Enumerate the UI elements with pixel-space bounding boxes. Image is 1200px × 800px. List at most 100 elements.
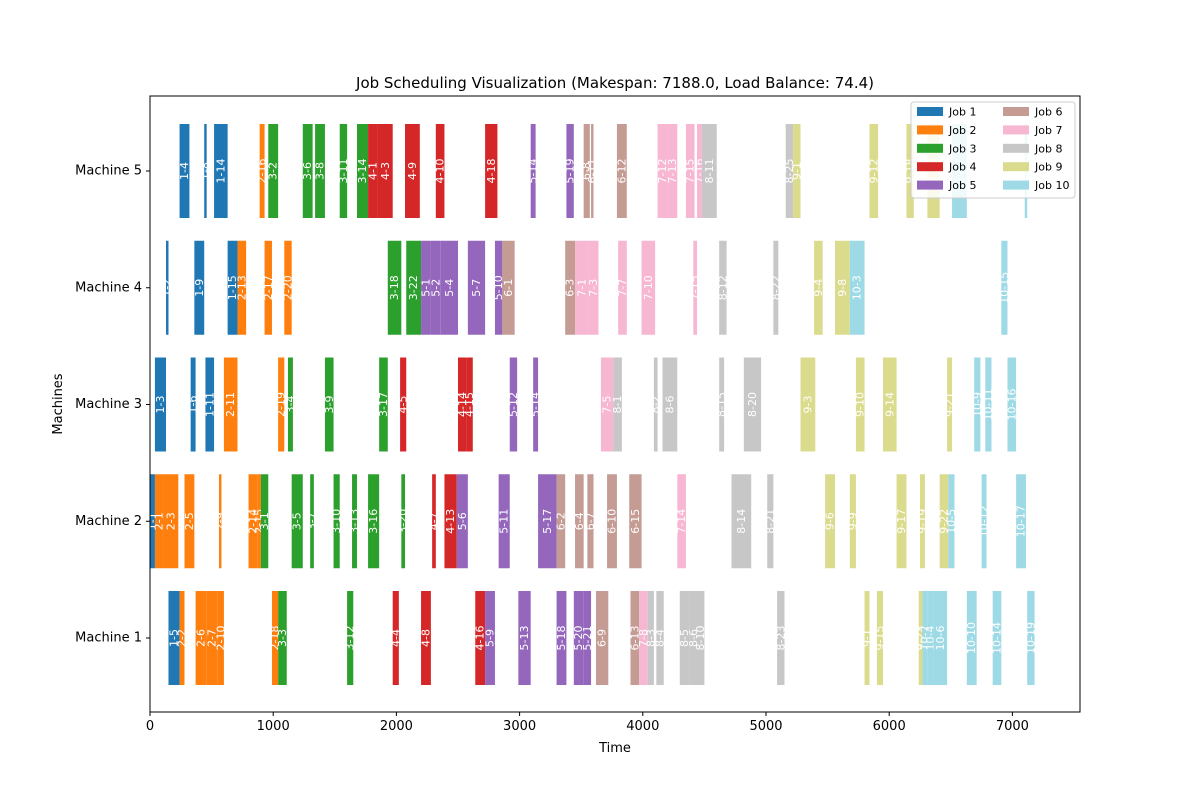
task-label: 9-17 (895, 509, 908, 534)
legend-label: Job 7 (1034, 124, 1062, 137)
task-bar (834, 240, 850, 335)
task-bar (154, 474, 164, 569)
task-bar (719, 240, 727, 335)
task-bar (876, 591, 884, 685)
task-bar (530, 124, 536, 218)
task-bar (697, 591, 705, 685)
task-label: 5-13 (518, 626, 531, 651)
task-label: 6-12 (615, 159, 628, 184)
task-label: 2-1 (153, 512, 166, 530)
task-label: 8-23 (774, 626, 787, 651)
task-label: 6-2 (554, 512, 567, 530)
task-label: 8-10 (694, 626, 707, 651)
task-bar (985, 357, 992, 452)
task-label: 4-1 (366, 162, 379, 180)
task-label: 6-7 (584, 512, 597, 530)
legend-label: Job 8 (1034, 142, 1062, 155)
task-label: 3-4 (284, 396, 297, 414)
task-label: 8-4 (654, 629, 667, 647)
task-label: 3-8 (314, 162, 327, 180)
task-label: 10-5 (945, 509, 958, 534)
y-axis: Machine 1 Machine 2 Machine 3 Machine 4 Mach… (75, 164, 150, 646)
task-bar (922, 591, 928, 685)
y-tick-label: Machine 2 (75, 514, 142, 529)
task-bar (168, 591, 180, 685)
task-label: 3-17 (377, 392, 390, 417)
task-bar (685, 124, 695, 218)
task-bar (368, 474, 380, 569)
task-bar (458, 357, 467, 452)
task-bar (302, 124, 313, 218)
task-bar (379, 357, 388, 452)
task-label: 8-11 (703, 159, 716, 184)
task-bar (785, 124, 794, 218)
x-tick-label: 0 (146, 719, 154, 734)
task-label: 5-2 (429, 279, 442, 297)
task-bar (896, 474, 907, 569)
task-label: 1-11 (203, 392, 216, 417)
task-label: 10-10 (965, 622, 978, 654)
task-bar (195, 591, 207, 685)
task-bar (163, 474, 179, 569)
task-bar (639, 591, 648, 685)
task-bar (731, 474, 752, 569)
task-label: 2-9 (214, 512, 227, 530)
task-bar (268, 124, 279, 218)
task-bar (179, 124, 190, 218)
task-bar (518, 591, 531, 685)
task-label: 4-4 (389, 629, 402, 647)
task-label: 10-19 (1024, 622, 1037, 654)
task-bar (657, 124, 668, 218)
task-label: 4-7 (427, 512, 440, 530)
task-label: 4-13 (444, 509, 457, 534)
task-label: 1-2 (161, 279, 174, 297)
task-bar (667, 124, 678, 218)
task-bar (271, 591, 279, 685)
task-bar (432, 474, 436, 569)
task-label: 2-10 (214, 626, 227, 651)
task-label: 9-3 (801, 396, 814, 414)
legend: Job 1 Job 2 Job 3 Job 4 Job 5 Job 6 Job 7 Job 8… (910, 101, 1076, 199)
task-label: 2-14 (246, 509, 259, 534)
task-bar (689, 591, 698, 685)
task-label: 5-11 (498, 509, 511, 534)
task-bar (618, 240, 627, 335)
task-bar (401, 474, 406, 569)
task-label: 2-3 (164, 512, 177, 530)
task-bar (485, 124, 498, 218)
task-label: 4-3 (379, 162, 392, 180)
task-label: 4-9 (406, 162, 419, 180)
task-bar (347, 591, 354, 685)
legend-label: Job 9 (1034, 161, 1062, 174)
legend-swatch (917, 125, 943, 135)
task-bar (992, 591, 1002, 685)
task-label: 5-14 (527, 159, 540, 184)
task-bar (773, 240, 779, 335)
chart-title: Job Scheduling Visualization (Makespan: … (355, 74, 874, 92)
task-bar (767, 474, 774, 569)
task-bar (933, 591, 948, 685)
legend-label: Job 5 (948, 179, 976, 192)
task-bar (392, 591, 399, 685)
task-label: 10-14 (991, 622, 1004, 654)
task-bar (629, 474, 642, 569)
task-label: 4-18 (485, 159, 498, 184)
task-label: 7-3 (587, 279, 600, 297)
task-bar (697, 124, 702, 218)
task-label: 7-1 (575, 279, 588, 297)
task-label: 7-8 (637, 629, 650, 647)
task-label: 1-15 (226, 275, 239, 300)
task-label: 9-12 (867, 159, 880, 184)
task-label: 8-6 (687, 629, 700, 647)
task-label: 2-17 (262, 275, 275, 300)
task-bar (656, 591, 664, 685)
task-bar (864, 591, 870, 685)
task-bar (575, 240, 589, 335)
task-bar (777, 591, 785, 685)
task-bar (849, 240, 865, 335)
task-bar (248, 474, 258, 569)
task-label: 7-7 (616, 279, 629, 297)
task-label: 8-5 (678, 629, 691, 647)
legend-label: Job 2 (948, 124, 976, 137)
task-label: 8-22 (769, 275, 782, 300)
